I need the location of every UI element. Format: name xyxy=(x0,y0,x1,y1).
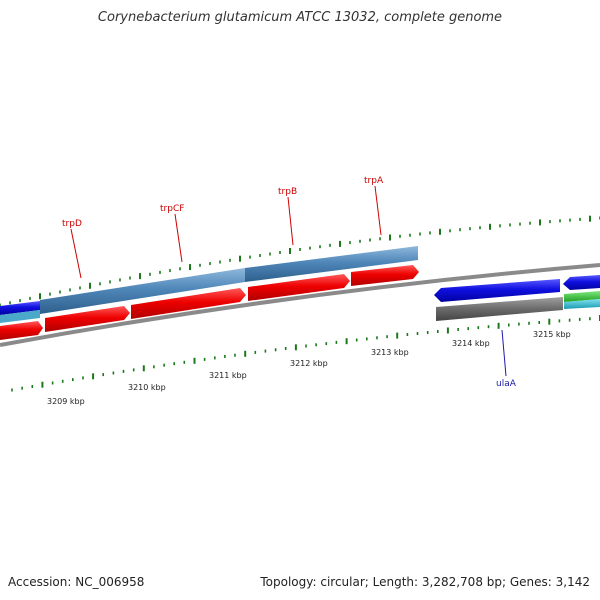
ruler-label-3212: 3212 kbp xyxy=(290,359,328,368)
gene-bar-ulaA xyxy=(436,297,563,321)
gene-bar-trp-2 xyxy=(245,246,418,282)
ruler-label-3209: 3209 kbp xyxy=(47,397,85,406)
genome-backbone xyxy=(0,263,600,347)
accession-label: Accession: NC_006958 xyxy=(8,575,145,589)
gene-labels: trpD trpCF trpB trpA ulaA xyxy=(62,176,517,389)
cds-arrow-trpA xyxy=(351,265,419,286)
gene-label-trpB: trpB xyxy=(278,187,297,197)
gene-track-reverse xyxy=(434,275,600,321)
genome-summary: Topology: circular; Length: 3,282,708 bp… xyxy=(260,575,590,589)
cds-arrow-0 xyxy=(0,321,43,340)
ruler-label-3213: 3213 kbp xyxy=(371,348,409,357)
gene-label-trpD: trpD xyxy=(62,219,82,229)
ruler-label-3211: 3211 kbp xyxy=(209,371,247,380)
tick-row-outer xyxy=(0,215,600,307)
gene-bar-cyan-right xyxy=(564,299,600,309)
gene-bar-green xyxy=(564,291,600,302)
tick-row-inner xyxy=(11,315,600,392)
cds-arrow-ulaA xyxy=(434,279,560,302)
ruler-labels: 3209 kbp 3210 kbp 3211 kbp 3212 kbp 3213… xyxy=(47,330,571,406)
cds-arrow-trpB xyxy=(248,274,350,301)
gene-label-trpCF: trpCF xyxy=(160,204,184,214)
gene-bar-blue-left xyxy=(0,301,40,315)
ruler-label-3214: 3214 kbp xyxy=(452,339,490,348)
gene-bar-trp-1 xyxy=(40,268,245,314)
ruler-label-3215: 3215 kbp xyxy=(533,330,571,339)
cds-arrow-trpCF xyxy=(131,288,246,319)
map-title: Corynebacterium glutamicum ATCC 13032, c… xyxy=(97,10,503,25)
gene-track-forward xyxy=(0,246,418,323)
ruler-label-3210: 3210 kbp xyxy=(128,383,166,392)
gene-bar-cyan-left xyxy=(0,310,40,323)
cds-arrow-next xyxy=(563,275,600,290)
cds-arrow-trpD xyxy=(45,306,130,332)
gene-label-trpA: trpA xyxy=(364,176,384,186)
cds-track-forward xyxy=(0,265,419,340)
gene-label-ulaA: ulaA xyxy=(496,379,517,389)
